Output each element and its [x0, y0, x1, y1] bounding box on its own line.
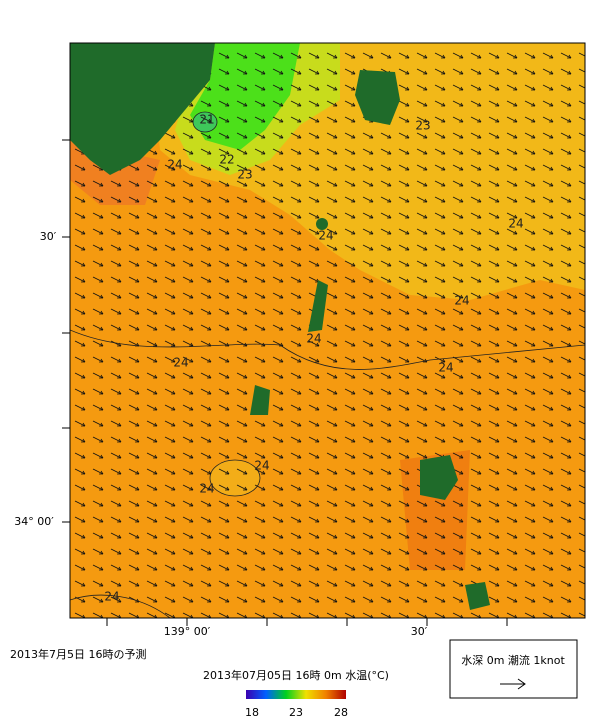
contour-label: 24 [173, 356, 188, 370]
colorbar-tick: 28 [334, 706, 348, 719]
contour-label: 22 [219, 153, 234, 167]
contour-label: 23 [237, 168, 252, 182]
contour-label: 24 [104, 590, 119, 604]
contour-label: 21 [199, 113, 214, 127]
contour-label: 24 [318, 229, 333, 243]
contour-label: 24 [508, 217, 523, 231]
contour-label: 24 [438, 361, 453, 375]
contour-labels: 21 22 23 24 23 24 24 24 24 24 24 24 24 2… [104, 113, 523, 604]
contour-label: 24 [199, 482, 214, 496]
map-frame [69, 42, 586, 619]
axis-ticks [62, 139, 508, 626]
colorbar [246, 690, 346, 699]
lon-label: 139° 00′ [164, 625, 211, 638]
lat-label: 34° 00′ [14, 515, 54, 528]
legend-arrow [500, 678, 526, 690]
map [70, 43, 585, 618]
colorbar-tick: 23 [289, 706, 303, 719]
colorbar-title: 2013年07月05日 16時 0m 水温(°C) [203, 668, 389, 682]
colorbar-tick: 18 [245, 706, 259, 719]
caption: 2013年7月5日 16時の予測 [10, 647, 146, 661]
contour-label: 24 [306, 332, 321, 346]
contour-label: 24 [454, 294, 469, 308]
lat-label: 30′ [40, 230, 57, 243]
contour-label: 23 [415, 119, 430, 133]
contour-label: 24 [254, 459, 269, 473]
legend-box [449, 639, 578, 699]
contour-label: 24 [167, 158, 182, 172]
legend-text: 水深 0m 潮流 1knot [461, 653, 565, 667]
lon-label: 30′ [411, 625, 428, 638]
